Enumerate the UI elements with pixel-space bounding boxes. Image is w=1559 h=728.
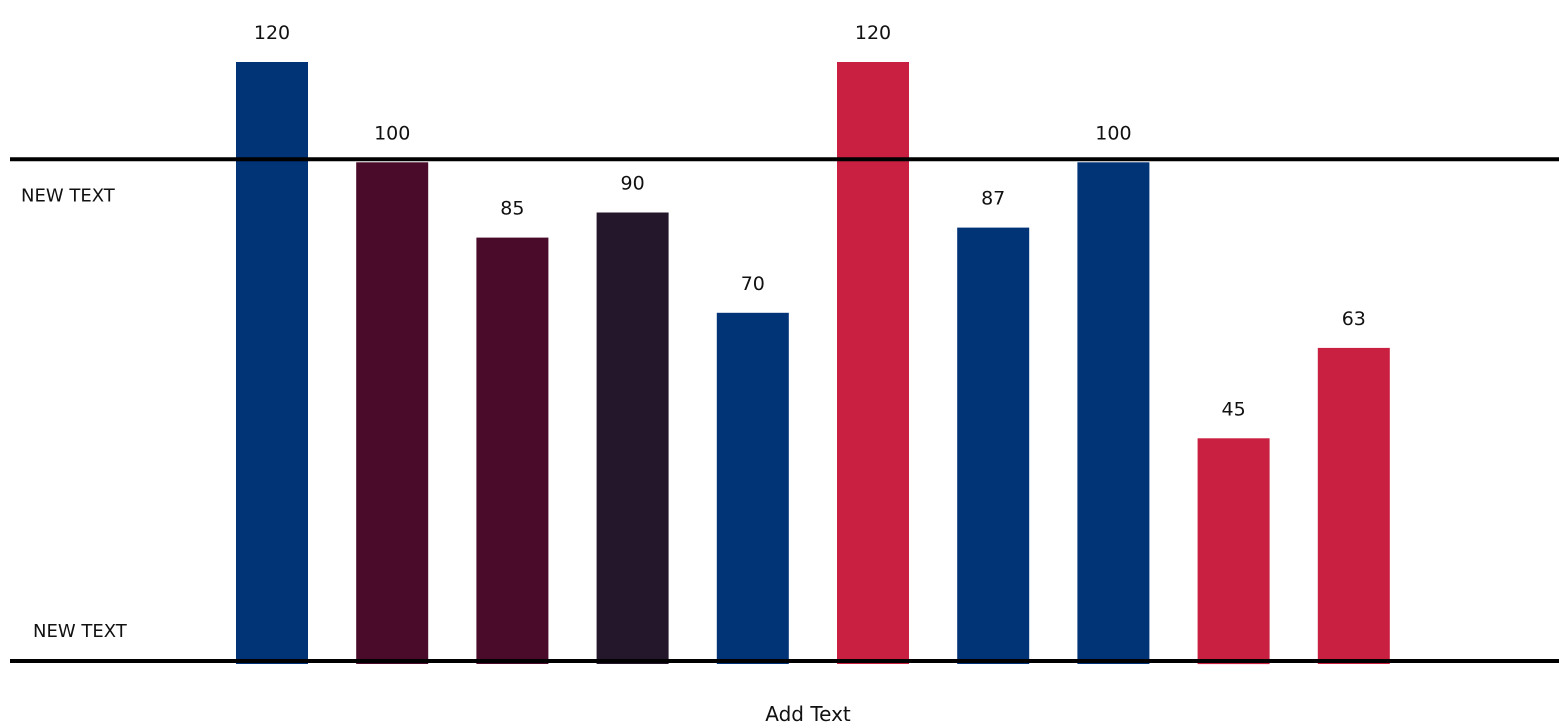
bar-value-label-1: 120 <box>254 22 290 44</box>
bar-3 <box>476 237 549 664</box>
bar-value-label-8: 100 <box>1095 122 1131 144</box>
value-labels-group: 120 100 85 90 70 120 87 100 45 63 <box>254 22 1366 420</box>
bar-5 <box>716 312 789 664</box>
bars-group <box>236 62 1390 665</box>
bar-value-label-4: 90 <box>621 173 645 195</box>
bar-value-label-10: 63 <box>1342 308 1366 330</box>
bar-value-label-7: 87 <box>981 188 1005 210</box>
bar-value-label-3: 85 <box>500 198 524 220</box>
reference-line-label-1: NEW TEXT <box>21 185 116 206</box>
bar-10 <box>1317 347 1390 664</box>
reference-labels-group: NEW TEXT NEW TEXT <box>21 185 128 642</box>
bar-4 <box>596 212 669 664</box>
reference-line-label-2: NEW TEXT <box>33 621 128 642</box>
bar-7 <box>957 227 1030 664</box>
bar-8 <box>1077 162 1150 665</box>
bar-value-label-6: 120 <box>855 22 891 44</box>
x-axis-label: Add Text <box>765 702 851 726</box>
bar-value-label-5: 70 <box>741 273 765 295</box>
bar-2 <box>356 162 429 665</box>
bar-9 <box>1197 438 1270 665</box>
bar-value-label-9: 45 <box>1222 398 1246 420</box>
bar-6 <box>837 62 909 664</box>
reference-lines-group <box>10 157 1559 663</box>
bar-1 <box>236 62 308 664</box>
bar-value-label-2: 100 <box>374 122 410 144</box>
